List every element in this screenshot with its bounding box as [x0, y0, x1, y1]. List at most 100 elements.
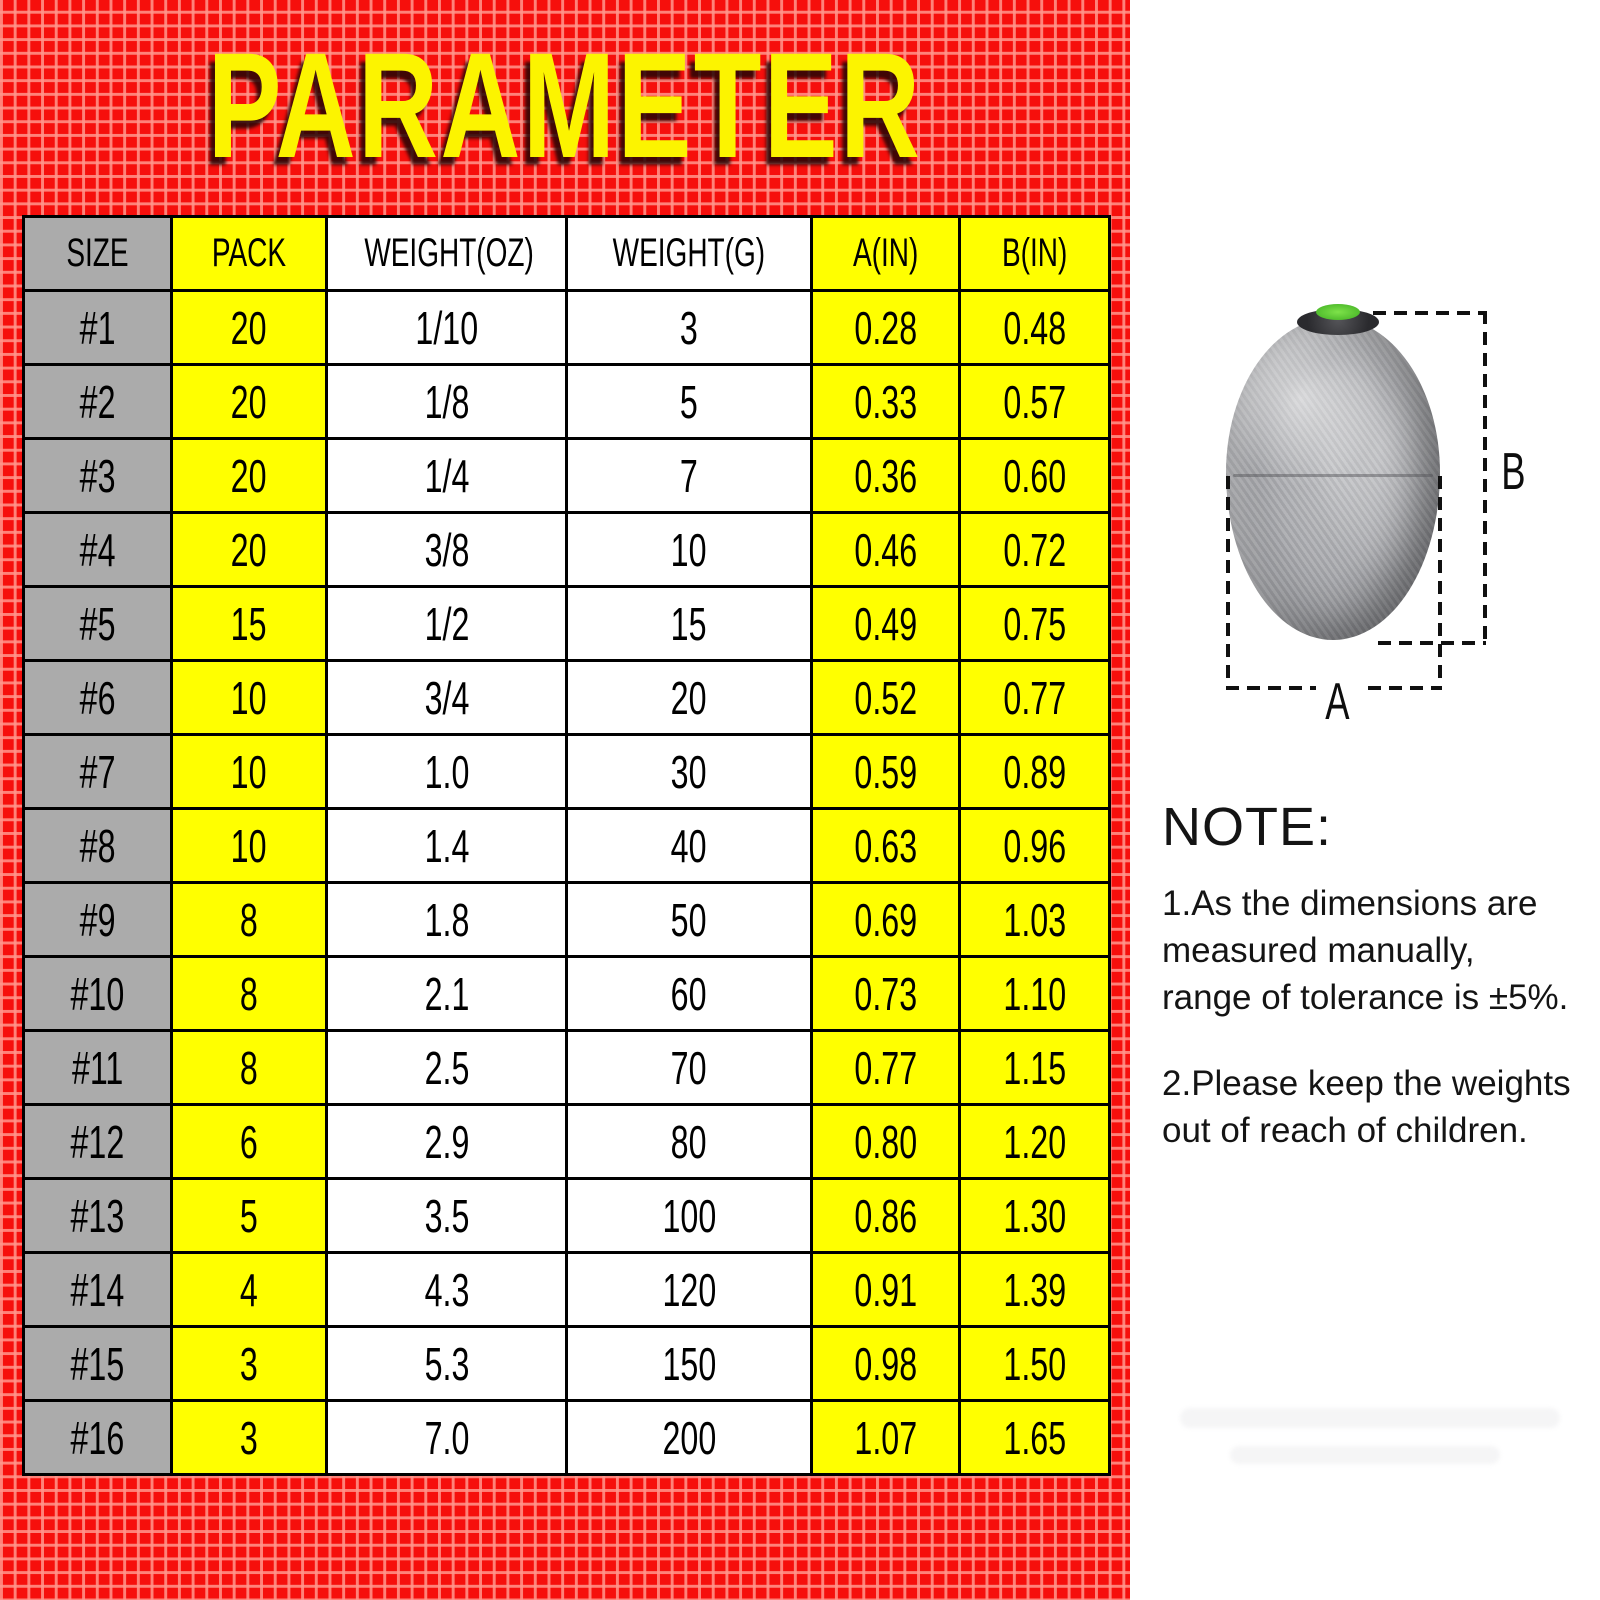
cell-text: 1.15	[1003, 1041, 1066, 1094]
cell-text: #8	[79, 819, 116, 872]
cell-weight_oz: 3/8	[325, 511, 568, 588]
cell-a_in: 0.52	[810, 659, 961, 736]
cell-text: 0.33	[854, 375, 917, 428]
cell-text: 1.07	[854, 1411, 917, 1464]
cell-size: #14	[22, 1251, 173, 1328]
cell-text: 20	[231, 375, 267, 428]
dim-b-top-extension-line	[1373, 311, 1487, 315]
cell-b_in: 0.96	[958, 807, 1111, 884]
cell-b_in: 0.77	[958, 659, 1111, 736]
cell-text: 0.49	[854, 597, 917, 650]
cell-text: 0.57	[1003, 375, 1066, 428]
cell-a_in: 0.98	[810, 1325, 961, 1402]
cell-text: 100	[662, 1189, 716, 1242]
cell-a_in: 0.49	[810, 585, 961, 662]
cell-weight_g: 7	[565, 437, 813, 514]
cell-text: 1.4	[424, 819, 469, 872]
cell-text: 20	[231, 301, 267, 354]
cell-b_in: 0.60	[958, 437, 1111, 514]
cell-weight_g: 100	[565, 1177, 813, 1254]
dim-a-right-extension-line	[1438, 476, 1442, 690]
cell-a_in: 0.46	[810, 511, 961, 588]
cell-weight_g: 150	[565, 1325, 813, 1402]
cell-a_in: 0.69	[810, 881, 961, 958]
right-panel	[1130, 0, 1600, 1600]
cell-weight_g: 15	[565, 585, 813, 662]
cell-b_in: 1.20	[958, 1103, 1111, 1180]
cell-weight_g: 70	[565, 1029, 813, 1106]
cell-weight_oz: 2.1	[325, 955, 568, 1032]
cell-text: 0.28	[854, 301, 917, 354]
cell-weight_oz: 1/4	[325, 437, 568, 514]
parameter-table: SIZE PACK WEIGHT(OZ) WEIGHT(G) A(IN) B(I…	[22, 215, 1111, 1476]
column-header-weight-oz: WEIGHT(OZ)	[325, 215, 568, 292]
cell-pack: 10	[170, 807, 328, 884]
table-row: #7 10 1.0 30 0.59 0.89	[22, 733, 1111, 810]
cell-text: 4.3	[424, 1263, 469, 1316]
header-row: SIZE PACK WEIGHT(OZ) WEIGHT(G) A(IN) B(I…	[22, 215, 1111, 292]
column-header-a-in: A(IN)	[810, 215, 961, 292]
cell-weight_g: 200	[565, 1399, 813, 1476]
cell-text: #6	[79, 671, 116, 724]
cell-size: #16	[22, 1399, 173, 1476]
cell-text: 0.63	[854, 819, 917, 872]
cell-weight_oz: 5.3	[325, 1325, 568, 1402]
table-row: #5 15 1/2 15 0.49 0.75	[22, 585, 1111, 662]
cell-text: 3	[240, 1411, 258, 1464]
cell-text: 15	[231, 597, 267, 650]
column-header-size: SIZE	[22, 215, 173, 292]
cell-text: 0.69	[854, 893, 917, 946]
sinker-seam-line	[1233, 474, 1433, 477]
cell-size: #5	[22, 585, 173, 662]
cell-text: #2	[79, 375, 116, 428]
cell-b_in: 1.65	[958, 1399, 1111, 1476]
cell-b_in: 1.30	[958, 1177, 1111, 1254]
cell-text: #1	[79, 301, 116, 354]
cell-size: #15	[22, 1325, 173, 1402]
column-header-b-in: B(IN)	[958, 215, 1111, 292]
cell-weight_oz: 1/2	[325, 585, 568, 662]
cell-b_in: 0.57	[958, 363, 1111, 440]
cell-text: 0.98	[854, 1337, 917, 1390]
cell-text: 10	[671, 523, 707, 576]
cell-a_in: 0.91	[810, 1251, 961, 1328]
cell-weight_oz: 7.0	[325, 1399, 568, 1476]
column-header-pack: PACK	[170, 215, 328, 292]
cell-text: 1/8	[424, 375, 469, 428]
cell-text: 1.30	[1003, 1189, 1066, 1242]
dim-b-label-text: B	[1501, 443, 1526, 501]
cell-text: #10	[70, 967, 125, 1020]
cell-text: 8	[240, 893, 258, 946]
page-title-text: PARAMETER	[207, 21, 923, 189]
cell-pack: 3	[170, 1399, 328, 1476]
cell-pack: 10	[170, 659, 328, 736]
cell-size: #8	[22, 807, 173, 884]
cell-a_in: 0.80	[810, 1103, 961, 1180]
cell-pack: 20	[170, 289, 328, 366]
page-title: PARAMETER	[22, 30, 1108, 180]
cell-a_in: 0.86	[810, 1177, 961, 1254]
table-row: #9 8 1.8 50 0.69 1.03	[22, 881, 1111, 958]
cell-b_in: 1.10	[958, 955, 1111, 1032]
cell-weight_oz: 3/4	[325, 659, 568, 736]
dim-a-line-left-segment	[1226, 686, 1316, 690]
cell-text: #15	[70, 1337, 125, 1390]
cell-text: #3	[79, 449, 116, 502]
cell-text: 0.73	[854, 967, 917, 1020]
cell-a_in: 0.63	[810, 807, 961, 884]
cell-weight_g: 30	[565, 733, 813, 810]
watermark-line	[1230, 1446, 1500, 1464]
cell-text: 20	[231, 449, 267, 502]
cell-text: 8	[240, 1041, 258, 1094]
cell-text: 1/2	[424, 597, 469, 650]
cell-pack: 20	[170, 363, 328, 440]
cell-text: 60	[671, 967, 707, 1020]
cell-text: 5.3	[424, 1337, 469, 1390]
table-row: #15 3 5.3 150 0.98 1.50	[22, 1325, 1111, 1402]
cell-text: 1.8	[424, 893, 469, 946]
cell-weight_oz: 2.5	[325, 1029, 568, 1106]
cell-text: 2.5	[424, 1041, 469, 1094]
cell-b_in: 1.15	[958, 1029, 1111, 1106]
cell-weight_g: 10	[565, 511, 813, 588]
cell-weight_oz: 1/10	[325, 289, 568, 366]
